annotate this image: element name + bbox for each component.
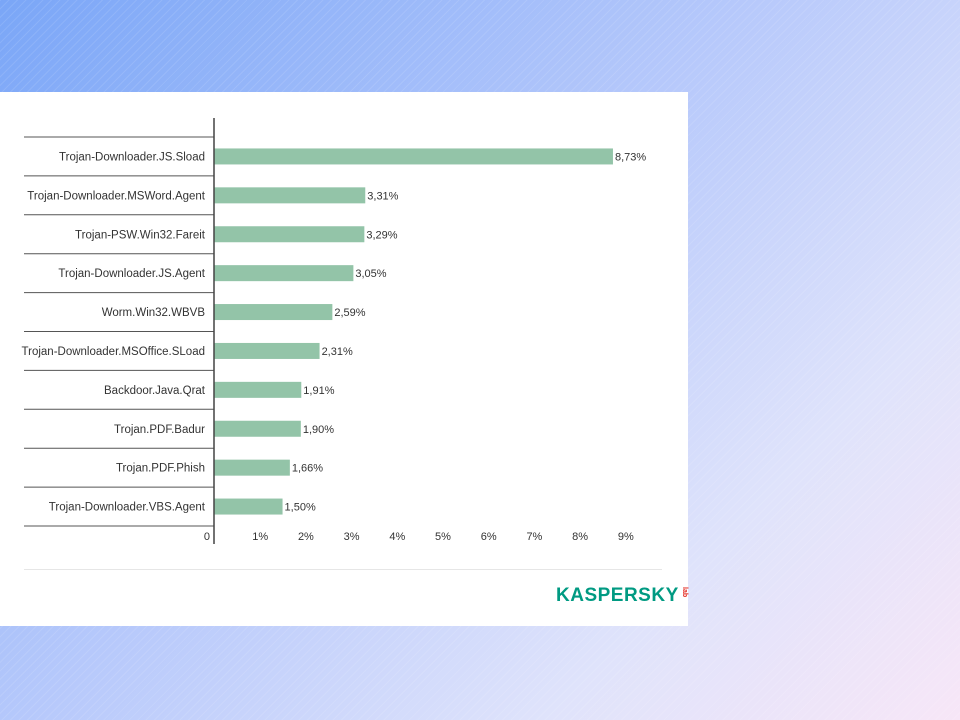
bar [214,342,320,359]
logo-wordmark: KASPERSKY [556,585,679,606]
x-tick-label: 2% [298,531,314,543]
chart-card: Trojan-Downloader.JS.Sload 8,73% Trojan-Do… [0,92,688,626]
category-label: Trojan-PSW.Win32.Fareit [75,229,206,241]
x-tick-label: 0 [204,531,210,543]
category-label: Trojan.PDF.Badur [114,424,205,436]
bar [214,148,613,165]
bar [214,381,302,398]
x-tick-label: 8% [572,531,588,543]
category-label: Trojan-Downloader.MSWord.Agent [27,190,205,202]
category-label: Trojan-Downloader.JS.Sload [59,151,205,163]
data-label: 1,90% [303,424,334,436]
bar-chart: Trojan-Downloader.JS.Sload 8,73% Trojan-Do… [22,118,646,544]
data-label: 8,73% [615,151,646,163]
data-label: 1,66% [292,463,323,475]
category-label: Trojan-Downloader.MSOffice.SLoad [22,346,205,358]
data-label: 1,50% [285,502,316,514]
logo-suffix: lab [680,587,688,598]
data-label: 2,31% [322,346,353,358]
footer-divider [24,569,662,570]
data-label: 3,31% [367,190,398,202]
bar [214,304,333,321]
category-label: Trojan-Downloader.VBS.Agent [49,502,206,514]
x-tick-label: 3% [344,531,360,543]
data-label: 3,29% [366,229,397,241]
x-tick-label: 1% [252,531,268,543]
kaspersky-logo: KASPERSKY lab [556,584,688,608]
x-tick-label: 6% [481,531,497,543]
bar [214,420,301,437]
bar [214,265,354,282]
category-label: Trojan-Downloader.JS.Agent [58,268,205,280]
x-tick-label: 7% [526,531,542,543]
data-label: 3,05% [355,268,386,280]
data-label: 1,91% [303,385,334,397]
x-tick-label: 5% [435,531,451,543]
bar [214,459,290,476]
category-label: Worm.Win32.WBVB [102,307,206,319]
x-tick-label: 9% [618,531,634,543]
bar [214,226,365,243]
category-label: Trojan.PDF.Phish [116,463,205,475]
bar [214,187,366,204]
category-label: Backdoor.Java.Qrat [104,385,206,397]
data-label: 2,59% [334,307,365,319]
x-tick-label: 4% [389,531,405,543]
bar [214,498,283,515]
